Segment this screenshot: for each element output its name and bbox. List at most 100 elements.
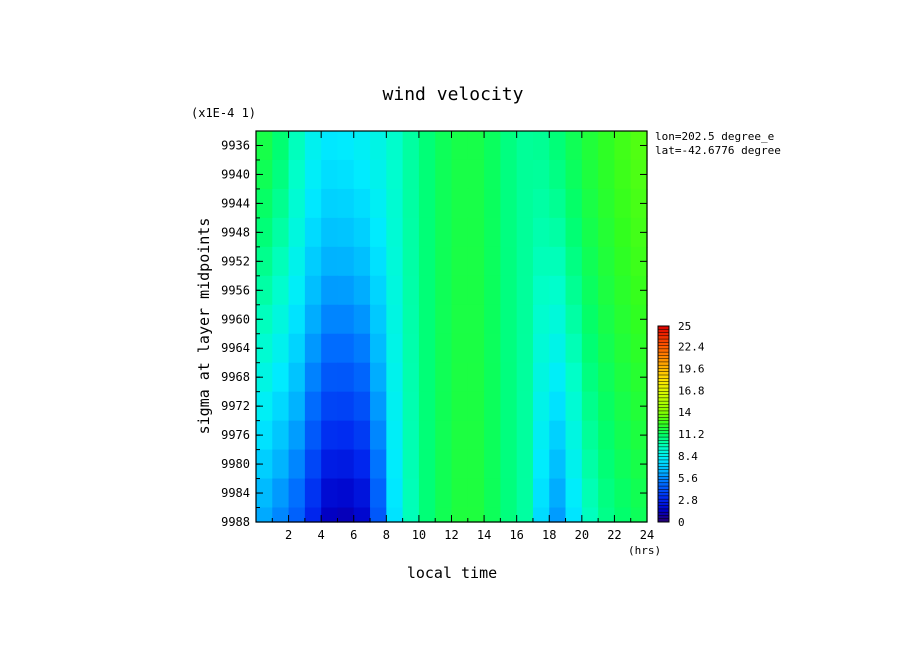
heatmap-cell xyxy=(630,131,648,161)
x-tick-label: 20 xyxy=(575,528,589,542)
heatmap-cell xyxy=(304,478,322,509)
heatmap-cell xyxy=(256,131,273,161)
y-tick-label: 9960 xyxy=(221,312,250,326)
heatmap-cell xyxy=(565,449,583,480)
heatmap-cell xyxy=(484,478,501,509)
heatmap-cell xyxy=(288,449,306,480)
heatmap-cell xyxy=(288,391,306,422)
heatmap-cell xyxy=(337,449,355,480)
heatmap-cell xyxy=(500,449,518,480)
heatmap-cell xyxy=(532,478,550,509)
heatmap-cell xyxy=(337,246,355,277)
heatmap-cell xyxy=(532,217,550,248)
heatmap-cell xyxy=(516,507,534,523)
heatmap-cell xyxy=(304,449,322,480)
heatmap-cell xyxy=(500,362,518,393)
heatmap-cell xyxy=(549,217,567,248)
heatmap-cell xyxy=(435,159,453,190)
colorbar-band xyxy=(658,469,669,474)
colorbar-tick-label: 2.8 xyxy=(678,494,698,507)
heatmap-cell xyxy=(402,275,420,306)
heatmap-cell xyxy=(304,275,322,306)
heatmap-cell xyxy=(500,275,518,306)
heatmap-cell xyxy=(288,131,306,161)
colorbar-band xyxy=(658,361,669,366)
heatmap-cell xyxy=(304,362,322,393)
colorbar-band xyxy=(658,339,669,343)
heatmap-cell xyxy=(304,420,322,451)
heatmap-cell xyxy=(484,131,501,161)
heatmap-cell xyxy=(386,449,404,480)
heatmap-cell xyxy=(532,507,550,523)
heatmap-cell xyxy=(321,304,339,335)
heatmap-cell xyxy=(256,217,273,248)
colorbar-band xyxy=(658,388,669,392)
heatmap-cell xyxy=(353,449,371,480)
heatmap-cell xyxy=(272,246,290,277)
colorbar-band xyxy=(658,502,669,507)
heatmap-cell xyxy=(451,131,469,161)
heatmap-cell xyxy=(386,246,404,277)
heatmap-cell xyxy=(500,333,518,364)
heatmap-cell xyxy=(500,159,518,190)
heatmap-cell xyxy=(435,507,453,523)
colorbar-frame xyxy=(657,325,670,523)
heatmap-cell xyxy=(598,131,616,161)
heatmap-cell xyxy=(402,507,420,523)
x-tick-label: 10 xyxy=(412,528,426,542)
x-tick-label: 4 xyxy=(318,528,325,542)
y-axis-ticks: 9936 9940 9944 9948 9952 9956 9960 9964 9968 9972… xyxy=(221,130,647,529)
heatmap-cell xyxy=(386,188,404,219)
heatmap-cell xyxy=(304,391,322,422)
heatmap-cell xyxy=(402,420,420,451)
colorbar-band xyxy=(658,508,669,513)
heatmap-cell xyxy=(614,333,632,364)
heatmap-cell xyxy=(386,391,404,422)
heatmap-cell xyxy=(402,304,420,335)
heatmap-cell xyxy=(598,362,616,393)
heatmap-cell xyxy=(418,159,436,190)
heatmap-cell xyxy=(467,333,485,364)
heatmap-cell xyxy=(614,246,632,277)
colorbar-band xyxy=(658,512,669,516)
colorbar-band xyxy=(658,355,669,360)
heatmap-cell xyxy=(630,507,648,523)
heatmap-cell xyxy=(532,362,550,393)
x-unit-label: (hrs) xyxy=(628,544,661,557)
heatmap-cell xyxy=(565,304,583,335)
heatmap-cell xyxy=(321,159,339,190)
heatmap-cell xyxy=(256,362,273,393)
heatmap-cell xyxy=(353,391,371,422)
heatmap-cell xyxy=(451,159,469,190)
heatmap-cell xyxy=(532,420,550,451)
heatmap-cell xyxy=(484,217,501,248)
heatmap-cell xyxy=(532,188,550,219)
heatmap-cell xyxy=(549,275,567,306)
heatmap-cell xyxy=(598,304,616,335)
heatmap-cell xyxy=(516,188,534,219)
colorbar-band xyxy=(658,394,669,399)
heatmap-cell xyxy=(272,507,290,523)
heatmap-cell xyxy=(451,362,469,393)
heatmap-cell xyxy=(337,188,355,219)
heatmap-cell xyxy=(435,420,453,451)
x-tick-label: 8 xyxy=(383,528,390,542)
heatmap-cell xyxy=(370,217,387,248)
heatmap-cell xyxy=(565,391,583,422)
heatmap-cell xyxy=(598,507,616,523)
heatmap-cell xyxy=(630,304,648,335)
heatmap-cell xyxy=(370,333,387,364)
heatmap-cell xyxy=(256,159,273,190)
heatmap-cell xyxy=(321,275,339,306)
colorbar-band xyxy=(658,378,669,383)
heatmap-cell xyxy=(630,188,648,219)
heatmap-cell xyxy=(272,333,290,364)
heatmap-cell xyxy=(353,131,371,161)
heatmap-cell xyxy=(549,188,567,219)
heatmap-cell xyxy=(532,449,550,480)
heatmap-cell xyxy=(565,478,583,509)
heatmap-cell xyxy=(598,217,616,248)
heatmap-cell xyxy=(418,217,436,248)
y-scale-note: (x1E-4 1) xyxy=(191,106,256,120)
chart-title: wind velocity xyxy=(383,84,524,105)
